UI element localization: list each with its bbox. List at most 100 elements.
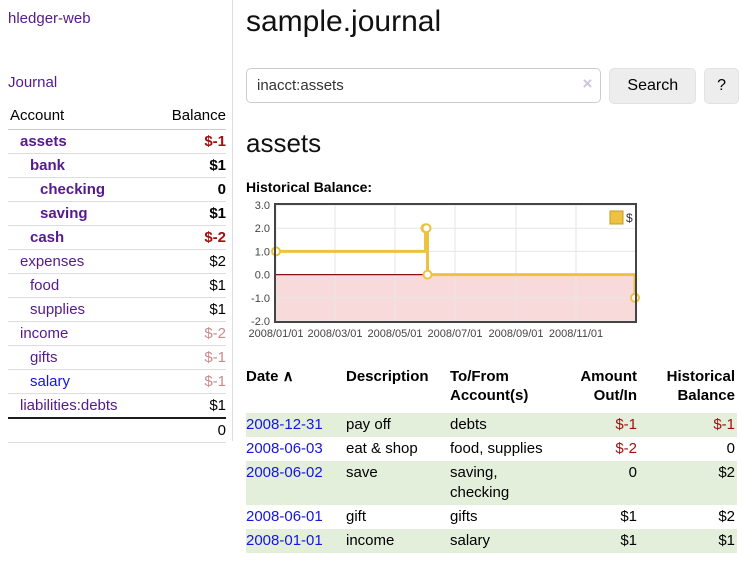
sort-ascending-icon[interactable]: ∧: [278, 368, 294, 385]
svg-text:-1.0: -1.0: [251, 293, 270, 305]
account-row: supplies $1: [8, 297, 226, 322]
table-row: 2008-12-31 pay off debts $-1 $-1: [246, 413, 737, 437]
account-row: expenses $2: [8, 249, 226, 274]
account-link-gifts[interactable]: gifts: [30, 349, 58, 366]
table-row: 2008-01-01 income salary $1 $1: [246, 529, 737, 553]
accounts-cell: debts: [450, 416, 487, 433]
accounts-table: Account Balance assets $-1 bank $1 checking 0…: [8, 107, 226, 443]
date-link[interactable]: 2008-01-01: [246, 532, 323, 549]
amount-cell: $1: [620, 532, 637, 549]
account-balance: $1: [152, 153, 226, 178]
account-row: cash $-2: [8, 225, 226, 250]
svg-text:2008/11/01: 2008/11/01: [549, 328, 603, 340]
register-header-row: Date ∧ Description To/From Account(s) Amoun…: [246, 367, 737, 413]
table-row: 2008-06-02 save saving, checking 0 $2: [246, 461, 737, 505]
table-row: 2008-06-03 eat & shop food, supplies $-2 0: [246, 437, 737, 461]
legend-swatch-icon: [609, 210, 624, 225]
svg-text:1.0: 1.0: [255, 246, 270, 258]
account-link-checking[interactable]: checking: [40, 181, 106, 198]
account-balance: $1: [152, 201, 226, 226]
accounts-cell: salary: [450, 532, 491, 549]
account-row: bank $1: [8, 153, 226, 178]
account-row: salary $-1: [8, 369, 226, 394]
account-balance: $-1: [152, 345, 226, 370]
account-row: food $1: [8, 273, 226, 298]
svg-text:$: $: [626, 211, 633, 225]
sidebar: hledger-web Journal Account Balance asse…: [0, 0, 233, 443]
date-cell: 2008-06-03: [246, 437, 343, 461]
search-button[interactable]: Search: [609, 68, 697, 104]
accounts-total-value: 0: [152, 417, 226, 443]
search-input[interactable]: [246, 68, 602, 103]
accounts-total-row: 0: [8, 417, 226, 443]
account-heading: assets: [246, 128, 322, 158]
date-link[interactable]: 2008-12-31: [246, 416, 323, 433]
date-link[interactable]: 2008-06-02: [246, 464, 323, 481]
description-cell: pay off: [346, 416, 391, 433]
amount-cell: 0: [628, 464, 637, 481]
account-link-cash[interactable]: cash: [30, 229, 65, 246]
accounts-header-account: Account: [8, 107, 153, 130]
amount-cell: $-2: [615, 440, 637, 457]
description-cell: save: [346, 464, 378, 481]
account-link-saving[interactable]: saving: [40, 205, 88, 222]
account-row: gifts $-1: [8, 345, 226, 370]
account-balance: $1: [209, 397, 226, 414]
account-balance: $-2: [152, 225, 226, 250]
balance-cell: $-1: [713, 416, 735, 433]
sidebar-item-journal[interactable]: Journal: [8, 74, 58, 91]
balance-cell: 0: [726, 440, 735, 457]
account-row: assets $-1: [8, 129, 226, 154]
svg-text:-2.0: -2.0: [251, 316, 270, 328]
account-balance: $-1: [152, 369, 226, 394]
date-link[interactable]: 2008-06-01: [246, 508, 323, 525]
account-link-assets[interactable]: assets: [20, 133, 67, 150]
balance-cell: $1: [718, 532, 735, 549]
account-link-salary[interactable]: salary: [30, 373, 71, 390]
accounts-cell: saving, checking: [450, 464, 510, 501]
date-cell: 2008-12-31: [246, 413, 343, 437]
account-balance: $2: [152, 249, 226, 274]
register-header-date[interactable]: Date ∧: [246, 368, 294, 385]
account-balance: $1: [152, 297, 226, 322]
accounts-header-balance: Balance: [152, 107, 226, 130]
accounts-cell: gifts: [450, 508, 478, 525]
app-title-link[interactable]: hledger-web: [8, 10, 91, 27]
balance-cell: $2: [718, 508, 735, 525]
date-link[interactable]: 2008-06-03: [246, 440, 323, 457]
account-link-income[interactable]: income: [20, 325, 69, 342]
svg-text:2008/01/01: 2008/01/01: [248, 328, 303, 340]
description-cell: income: [346, 532, 395, 549]
balance-cell: $2: [718, 464, 735, 481]
date-cell: 2008-06-01: [246, 505, 343, 529]
account-link-food[interactable]: food: [30, 277, 60, 294]
chart-legend: $: [608, 208, 634, 228]
account-row: saving $1: [8, 201, 226, 226]
account-link-expenses[interactable]: expenses: [20, 253, 85, 270]
chart-title: Historical Balance:: [246, 179, 373, 195]
help-button[interactable]: ?: [704, 68, 739, 104]
svg-text:2008/07/01: 2008/07/01: [427, 328, 482, 340]
account-balance: 0: [152, 177, 226, 202]
account-link-bank[interactable]: bank: [30, 157, 66, 174]
clear-search-icon[interactable]: ×: [582, 74, 593, 93]
account-row: liabilities:debts $1: [8, 394, 226, 419]
register-header: Historical Balance: [666, 368, 735, 404]
sidebar-divider: [232, 0, 233, 441]
register-header: To/From Account(s): [450, 368, 529, 404]
main-panel: sample.journal × Search ? assets Histori…: [246, 0, 739, 553]
search-form: × Search ?: [246, 68, 739, 104]
account-row: checking 0: [8, 177, 226, 202]
account-link-liabilities-debts[interactable]: liabilities:debts: [20, 397, 118, 414]
accounts-header-row: Account Balance: [8, 107, 226, 130]
account-row: income $-2: [8, 321, 226, 346]
historical-balance-chart[interactable]: $3.0 2.0 1.0 0.0 -1.0 -2.0 2008/01/01 2008/03/0…: [246, 198, 739, 348]
date-cell: 2008-01-01: [246, 529, 343, 553]
register-header: Amount Out/In: [580, 368, 637, 404]
account-link-supplies[interactable]: supplies: [30, 301, 86, 318]
svg-text:2008/05/01: 2008/05/01: [367, 328, 422, 340]
accounts-cell: food, supplies: [450, 440, 543, 457]
search-box: ×: [246, 68, 602, 104]
table-row: 2008-06-01 gift gifts $1 $2: [246, 505, 737, 529]
